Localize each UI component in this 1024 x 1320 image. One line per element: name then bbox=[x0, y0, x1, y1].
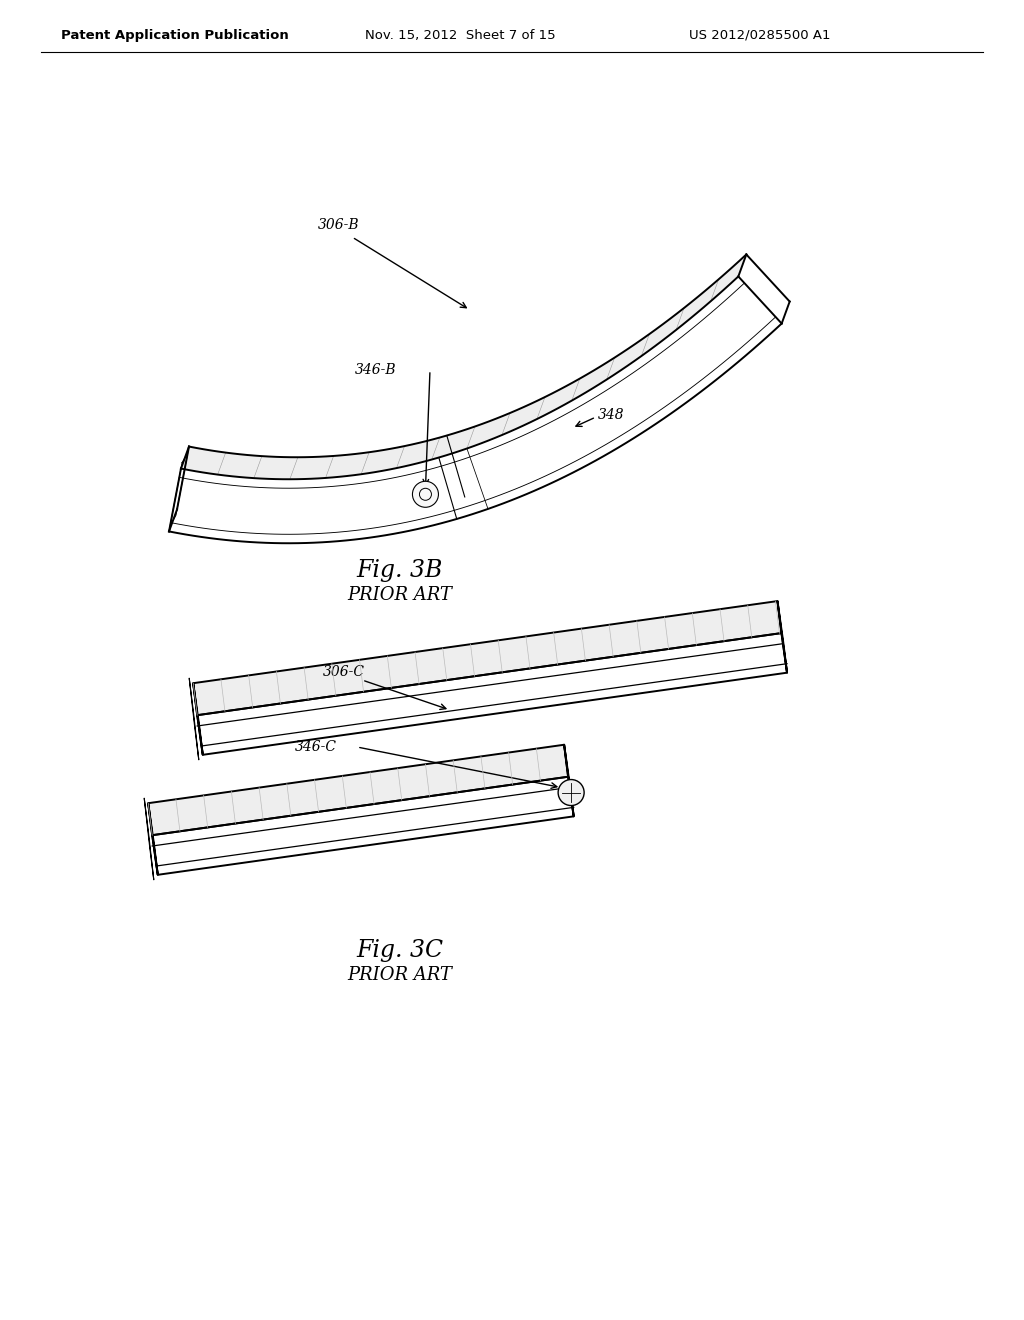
Text: Patent Application Publication: Patent Application Publication bbox=[61, 29, 289, 41]
Text: Fig. 3C: Fig. 3C bbox=[356, 939, 443, 961]
Polygon shape bbox=[181, 255, 746, 479]
Polygon shape bbox=[777, 601, 787, 673]
Polygon shape bbox=[153, 776, 573, 875]
Text: PRIOR ART: PRIOR ART bbox=[347, 966, 453, 983]
Text: Fig. 3B: Fig. 3B bbox=[356, 558, 443, 582]
Circle shape bbox=[413, 482, 438, 507]
Polygon shape bbox=[564, 744, 573, 816]
Polygon shape bbox=[148, 744, 568, 836]
Text: 306-B: 306-B bbox=[318, 218, 359, 232]
Text: 306-C: 306-C bbox=[323, 665, 365, 678]
Text: PRIOR ART: PRIOR ART bbox=[347, 586, 453, 605]
Text: 346-C: 346-C bbox=[295, 741, 337, 754]
Text: US 2012/0285500 A1: US 2012/0285500 A1 bbox=[689, 29, 830, 41]
Polygon shape bbox=[198, 634, 787, 755]
Polygon shape bbox=[194, 601, 781, 715]
Circle shape bbox=[558, 780, 584, 805]
Text: 348: 348 bbox=[598, 408, 625, 422]
Text: Nov. 15, 2012  Sheet 7 of 15: Nov. 15, 2012 Sheet 7 of 15 bbox=[365, 29, 555, 41]
Text: 346-B: 346-B bbox=[355, 363, 396, 378]
Polygon shape bbox=[169, 276, 781, 544]
Polygon shape bbox=[148, 803, 158, 875]
Polygon shape bbox=[194, 684, 203, 755]
